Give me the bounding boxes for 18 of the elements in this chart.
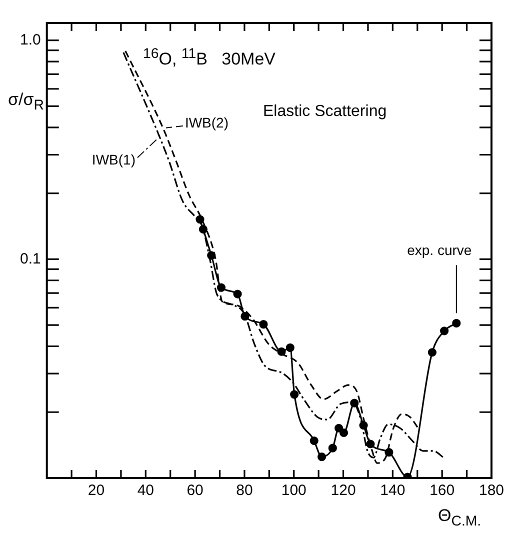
text: $^{16}$O, $^{11}$B 30MeV xyxy=(143,46,276,70)
x-tick-label: 40 xyxy=(137,482,154,500)
x-tick-label: 180 xyxy=(478,482,504,500)
x-axis-title: Θ$_{C.M.}$ xyxy=(438,506,482,530)
x-tick-label: 100 xyxy=(281,482,306,500)
x-tick-label: 60 xyxy=(186,482,204,500)
text: exp. curve xyxy=(407,242,472,258)
legend-label: IWB(2) xyxy=(184,114,229,131)
y-tick-label: 1.0 xyxy=(20,31,41,48)
x-tick-label: 20 xyxy=(88,482,105,500)
y-axis-title: σ/σ$_{R}$ xyxy=(8,90,44,114)
x-tick-label: 140 xyxy=(380,482,406,500)
series-label: IWB(1) xyxy=(92,151,136,168)
text: Elastic Scattering xyxy=(263,103,387,121)
x-tick-label: 160 xyxy=(430,482,455,500)
x-tick-label: 120 xyxy=(330,482,356,500)
x-tick-label: 80 xyxy=(236,482,253,500)
y-tick-label: 0.1 xyxy=(20,250,41,268)
